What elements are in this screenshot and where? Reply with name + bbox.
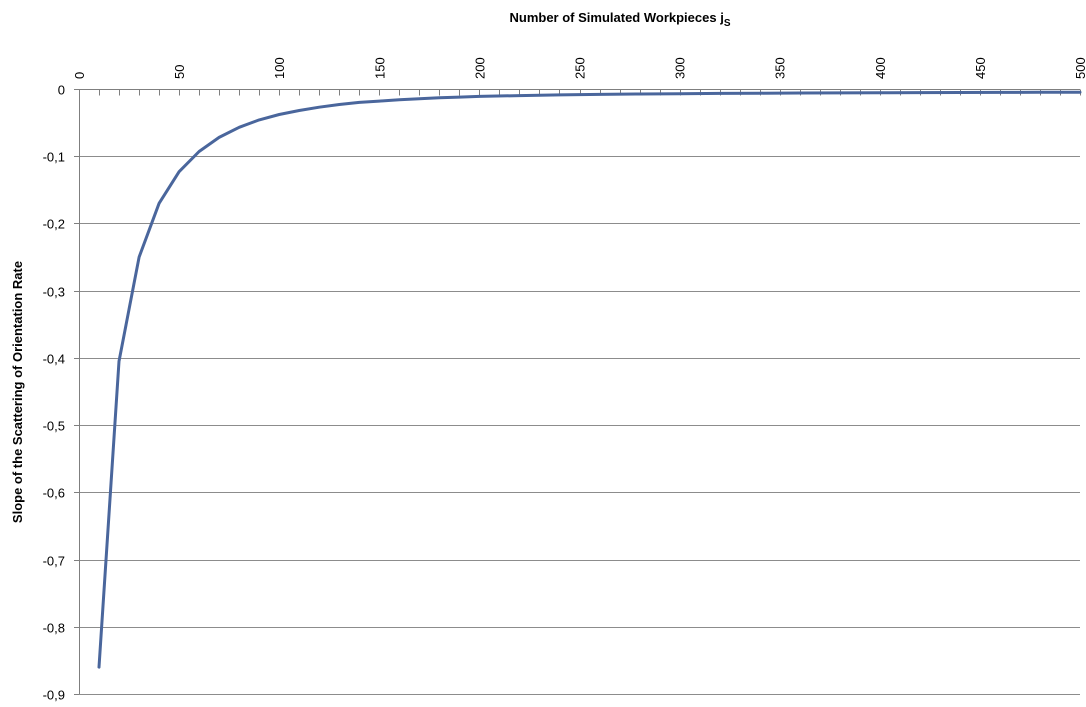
x-tick-label: 350 — [773, 57, 788, 79]
x-tick-label: 400 — [873, 57, 888, 79]
x-tick-label: 250 — [573, 57, 588, 79]
series-line — [97, 90, 1082, 669]
y-tick-label: -0,6 — [43, 486, 65, 501]
y-tick-label: -0,8 — [43, 621, 65, 636]
y-tick-label: -0,5 — [43, 419, 65, 434]
gridlines — [79, 156, 1080, 695]
series-layer — [97, 90, 1082, 669]
x-axis-title: Number of Simulated Workpieces jS — [510, 10, 731, 29]
y-tick-label: -0,7 — [43, 554, 65, 569]
x-tick-label: 200 — [472, 57, 487, 79]
x-tick-label: 300 — [673, 57, 688, 79]
x-tick-label: 50 — [172, 65, 187, 79]
y-tick-label: -0,1 — [43, 150, 65, 165]
x-tick-label: 150 — [372, 57, 387, 79]
axes — [74, 89, 1081, 695]
y-tick-label: -0,9 — [43, 688, 65, 703]
y-tick-label: -0,2 — [43, 217, 65, 232]
y-tick-label: -0,4 — [43, 352, 65, 367]
x-tick-label: 0 — [72, 72, 87, 79]
y-tick-label: 0 — [58, 83, 65, 98]
x-tick-label: 500 — [1073, 57, 1086, 79]
x-tick-label: 450 — [973, 57, 988, 79]
tick-labels: 0 -0,1 -0,2 -0,3 -0,4 -0,5 -0,6 -0,7 -0,8 -0,9 0 50… — [43, 57, 1086, 702]
y-tick-label: -0,3 — [43, 285, 65, 300]
y-axis-title: Slope of the Scattering of Orientation R… — [10, 261, 25, 523]
x-tick-label: 100 — [272, 57, 287, 79]
